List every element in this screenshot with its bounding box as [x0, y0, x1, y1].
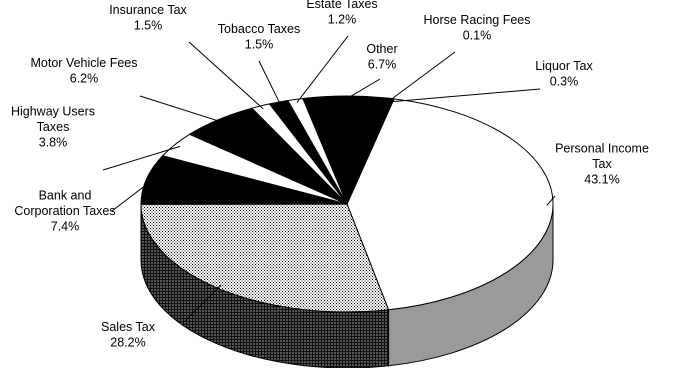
slice-percent: 28.2% [110, 336, 145, 350]
slice-percent: 1.5% [245, 38, 274, 52]
slice-name: Other [366, 42, 397, 56]
slice-label-1: Personal Income Tax 43.1% [555, 142, 649, 187]
leader-line-9 [345, 78, 381, 100]
slice-percent: 6.7% [368, 58, 397, 72]
leader-line-1 [546, 195, 556, 206]
slice-name: Sales Tax [101, 320, 156, 334]
slice-label-7: Tobacco Taxes 1.5% [218, 22, 300, 52]
slice-label-11: Liquor Tax 0.3% [535, 59, 593, 89]
slice-name: Personal Income [555, 142, 649, 156]
slice-percent: 0.1% [463, 29, 492, 43]
slice-label-9: Other 6.7% [366, 42, 397, 71]
pie-slices [140, 95, 554, 313]
leader-lines [102, 35, 556, 324]
leader-line-7 [258, 60, 282, 106]
slice-name: Tax [592, 157, 612, 171]
slice-percent: 1.2% [328, 13, 357, 27]
slice-label-4: Highway Users Taxes 3.8% [11, 105, 95, 150]
slice-label-3: Bank and Corporation Taxes 7.4% [14, 189, 115, 234]
slice-labels: Personal Income Tax 43.1% Sales Tax 28.2% Ban… [11, 0, 649, 350]
slice-percent: 6.2% [70, 72, 99, 86]
leader-line-3 [111, 179, 153, 212]
leader-line-6 [188, 41, 264, 110]
leader-line-8 [296, 35, 349, 103]
leader-line-5 [139, 95, 223, 123]
slice-name: Highway Users [11, 105, 95, 119]
slice-percent: 0.3% [550, 75, 579, 89]
leader-line-10 [388, 51, 456, 102]
slice-label-5: Motor Vehicle Fees 6.2% [31, 56, 138, 86]
slice-label-6: Insurance Tax 1.5% [109, 3, 187, 33]
pie-slice-2 [140, 203, 390, 313]
leader-line-4 [102, 145, 181, 171]
slice-label-10: Horse Racing Fees 0.1% [424, 13, 531, 43]
slice-name: Bank and [39, 189, 92, 203]
pie-slice-1 [346, 98, 554, 311]
slice-name: Insurance Tax [109, 3, 187, 17]
slice-name: Motor Vehicle Fees [31, 56, 138, 70]
slice-name: Taxes [37, 120, 70, 134]
slice-percent: 43.1% [584, 173, 619, 187]
slice-name: Estate Taxes [306, 0, 377, 11]
slice-percent: 7.4% [51, 220, 80, 234]
slice-label-8: Estate Taxes 1.2% [306, 0, 377, 27]
slice-name: Liquor Tax [535, 59, 593, 73]
slice-label-2: Sales Tax 28.2% [101, 320, 156, 350]
slice-name: Tobacco Taxes [218, 22, 300, 36]
pie-slice-3 [140, 155, 348, 205]
slice-name: Corporation Taxes [14, 204, 115, 218]
slice-percent: 3.8% [39, 136, 68, 150]
slice-name: Horse Racing Fees [424, 13, 531, 27]
slice-percent: 1.5% [134, 19, 163, 33]
leader-line-2 [182, 284, 222, 324]
leader-line-11 [390, 88, 541, 103]
